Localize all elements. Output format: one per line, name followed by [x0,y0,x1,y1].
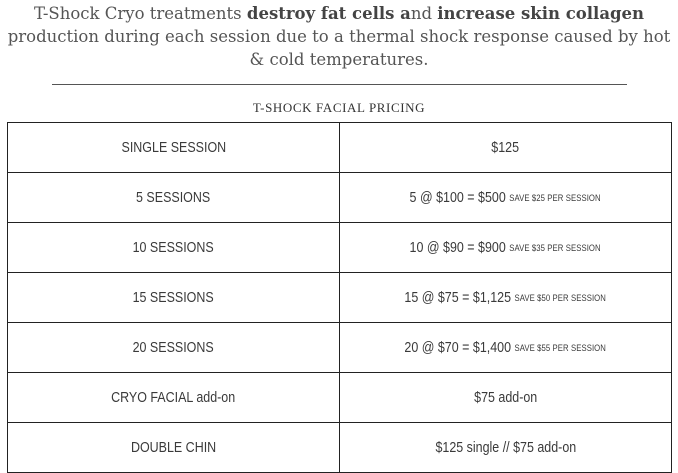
table-row: 5 SESSIONS 5 @ $100 = $500 SAVE $25 PER S… [7,172,672,223]
pricing-table: SINGLE SESSION $125 5 SESSIONS 5 @ $100 … [7,122,672,473]
table-row: 20 SESSIONS 20 @ $70 = $1,400 SAVE $55 PE… [7,322,672,373]
savings-note: SAVE $50 PER SESSION [514,292,607,303]
table-row: 10 SESSIONS 10 @ $90 = $900 SAVE $35 PER … [7,222,672,273]
price-label: 15 @ $75 = $1,125 [404,289,512,306]
price-cell: $75 add-on [339,372,672,423]
intro-bold-2: increase skin collagen [437,4,645,23]
service-label: 10 SESSIONS [132,239,215,256]
price-label: $125 single // $75 add-on [435,439,576,456]
savings-note: SAVE $55 PER SESSION [514,342,607,353]
intro-text-1: T-Shock Cryo treatments [33,4,247,23]
service-label: CRYO FACIAL add-on [111,389,236,406]
price-label: $75 add-on [473,389,538,406]
service-cell: CRYO FACIAL add-on [7,372,340,423]
table-row: 15 SESSIONS 15 @ $75 = $1,125 SAVE $50 PE… [7,272,672,323]
service-label: 15 SESSIONS [132,289,215,306]
intro-text-2: nd [410,4,438,23]
service-cell: 5 SESSIONS [7,172,340,223]
service-cell: 20 SESSIONS [7,322,340,373]
price-cell: 5 @ $100 = $500 SAVE $25 PER SESSION [339,172,672,223]
price-cell: $125 single // $75 add-on [339,422,672,473]
intro-text-3: production during each session due to a … [7,27,671,69]
table-row: SINGLE SESSION $125 [7,122,672,173]
savings-note: SAVE $25 PER SESSION [509,192,602,203]
service-cell: DOUBLE CHIN [7,422,340,473]
intro-paragraph: T-Shock Cryo treatments destroy fat cell… [0,2,678,71]
price-cell: $125 [339,122,672,173]
savings-note: SAVE $35 PER SESSION [509,242,602,253]
table-title: T-SHOCK FACIAL PRICING [252,100,426,115]
service-cell: 10 SESSIONS [7,222,340,273]
service-cell: SINGLE SESSION [7,122,340,173]
price-cell: 15 @ $75 = $1,125 SAVE $50 PER SESSION [339,272,672,323]
divider [52,84,627,85]
price-cell: 20 @ $70 = $1,400 SAVE $55 PER SESSION [339,322,672,373]
price-label: 20 @ $70 = $1,400 [404,339,512,356]
service-label: 20 SESSIONS [132,339,215,356]
table-row: DOUBLE CHIN $125 single // $75 add-on [7,422,672,473]
price-label: $125 [491,139,520,156]
price-label: 5 @ $100 = $500 [409,189,507,206]
service-label: SINGLE SESSION [121,139,226,156]
intro-bold-1: destroy fat cells a [246,4,411,23]
table-row: CRYO FACIAL add-on $75 add-on [7,372,672,423]
service-label: 5 SESSIONS [136,189,211,206]
service-cell: 15 SESSIONS [7,272,340,323]
price-label: 10 @ $90 = $900 [409,239,507,256]
price-cell: 10 @ $90 = $900 SAVE $35 PER SESSION [339,222,672,273]
service-label: DOUBLE CHIN [130,439,217,456]
